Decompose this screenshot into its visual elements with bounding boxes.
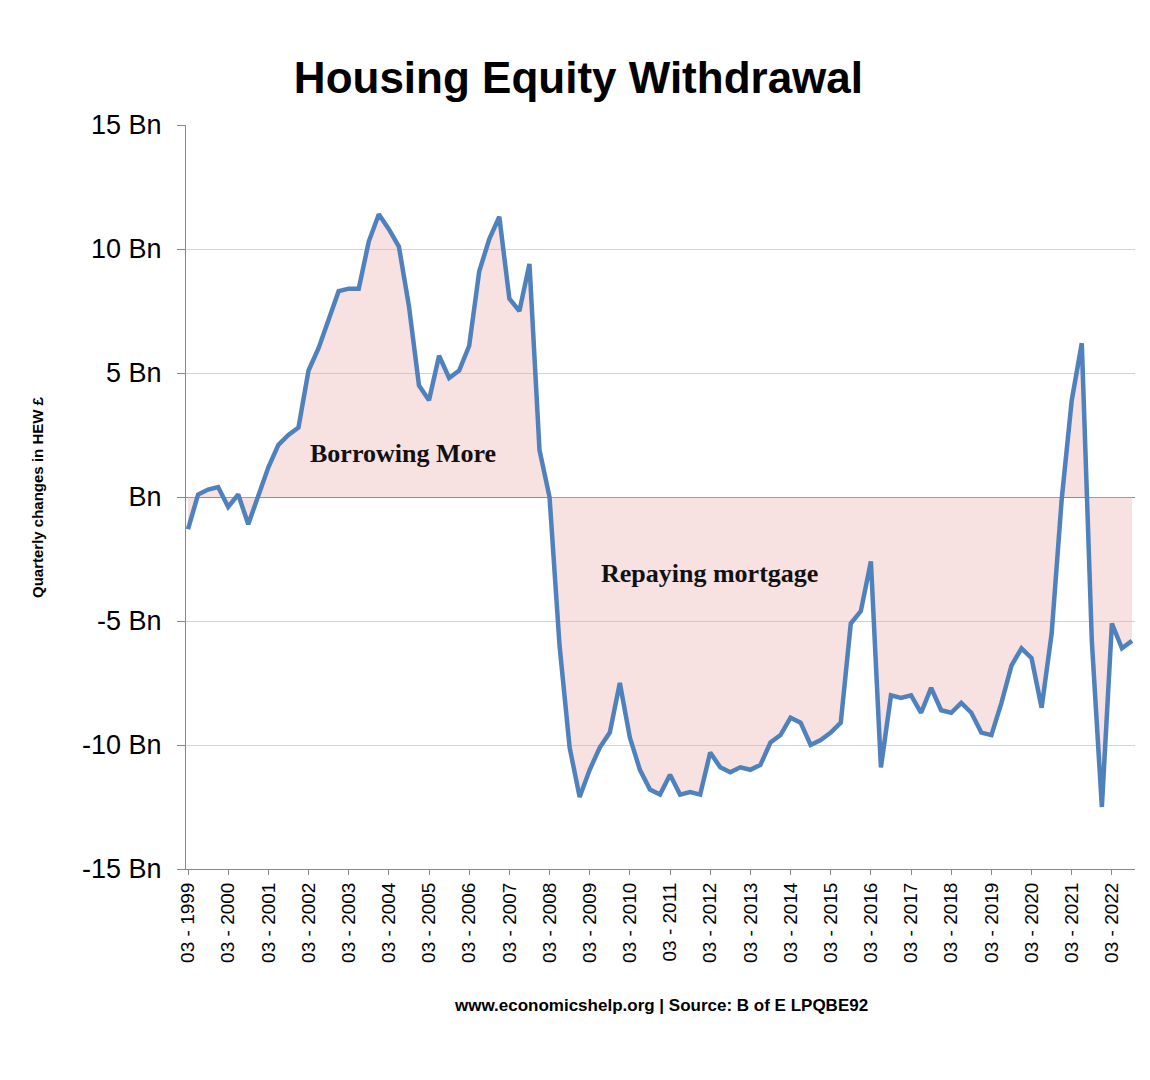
svg-text:03 - 2014: 03 - 2014 (780, 882, 801, 963)
svg-text:10 Bn: 10 Bn (91, 234, 162, 264)
svg-text:03 - 2020: 03 - 2020 (1021, 883, 1042, 963)
svg-text:03 - 2008: 03 - 2008 (539, 883, 560, 963)
svg-text:03 - 2007: 03 - 2007 (499, 883, 520, 963)
svg-text:03 - 2000: 03 - 2000 (217, 883, 238, 963)
svg-text:03 - 2016: 03 - 2016 (860, 883, 881, 963)
svg-text:-10 Bn: -10 Bn (82, 730, 162, 760)
svg-text:03 - 2010: 03 - 2010 (619, 883, 640, 963)
svg-text:Repaying mortgage: Repaying mortgage (601, 559, 818, 588)
svg-text:03 - 2021: 03 - 2021 (1061, 883, 1082, 963)
svg-text:Bn: Bn (129, 482, 162, 512)
svg-text:03 - 1999: 03 - 1999 (177, 883, 198, 963)
svg-text:03 - 2001: 03 - 2001 (258, 883, 279, 963)
svg-text:03 - 2009: 03 - 2009 (579, 883, 600, 963)
svg-text:5 Bn: 5 Bn (106, 358, 162, 388)
svg-text:03 - 2018: 03 - 2018 (940, 883, 961, 963)
svg-text:Housing Equity Withdrawal: Housing Equity Withdrawal (294, 53, 863, 102)
svg-text:15 Bn: 15 Bn (91, 110, 162, 140)
svg-text:03 - 2004: 03 - 2004 (378, 882, 399, 963)
svg-text:03 - 2022: 03 - 2022 (1101, 883, 1122, 963)
svg-text:03 - 2015: 03 - 2015 (820, 883, 841, 963)
svg-text:Borrowing More: Borrowing More (310, 439, 496, 468)
svg-text:03 - 2005: 03 - 2005 (418, 883, 439, 963)
svg-text:03 - 2006: 03 - 2006 (458, 883, 479, 963)
svg-text:03 - 2017: 03 - 2017 (900, 883, 921, 963)
svg-text:03 - 2019: 03 - 2019 (981, 883, 1002, 963)
svg-text:-5 Bn: -5 Bn (97, 606, 162, 636)
svg-text:www.economicshelp.org | Source: www.economicshelp.org | Source: B of E L… (454, 996, 868, 1015)
svg-text:-15 Bn: -15 Bn (82, 854, 162, 884)
svg-text:03 - 2002: 03 - 2002 (298, 883, 319, 963)
svg-text:03 - 2013: 03 - 2013 (740, 883, 761, 963)
svg-text:03 - 2003: 03 - 2003 (338, 883, 359, 963)
svg-text:Quarterly changes in HEW £: Quarterly changes in HEW £ (29, 396, 46, 598)
svg-text:03 - 2011: 03 - 2011 (659, 883, 680, 962)
svg-text:03 - 2012: 03 - 2012 (699, 883, 720, 963)
